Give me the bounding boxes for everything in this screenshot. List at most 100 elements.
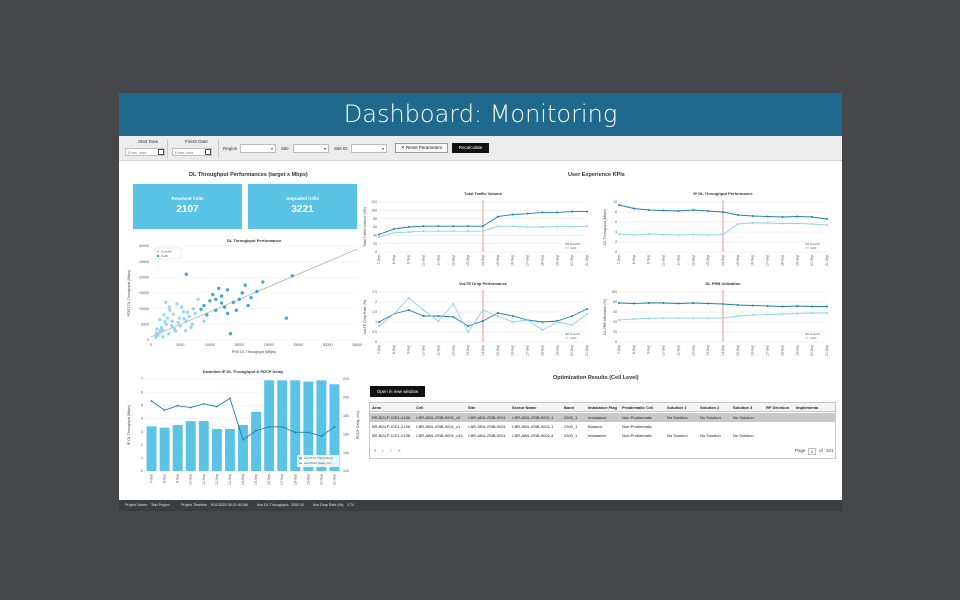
data-point xyxy=(811,312,814,314)
next-page-button[interactable]: › xyxy=(390,448,392,453)
legend-box xyxy=(154,247,182,260)
data-point xyxy=(307,431,310,434)
table-cell: BR-BGLP-ICE1-0198 xyxy=(372,424,411,429)
table-cell: Sector Name xyxy=(512,405,537,410)
table-cell: Imbalance xyxy=(588,433,607,438)
scatter-point xyxy=(168,308,172,312)
chart-title: Total Traffic Volume xyxy=(464,191,502,196)
data-point xyxy=(333,425,336,428)
bar-line-chart: Downlink IP DL Throughput & PDCP Delay 0 1… xyxy=(127,369,360,485)
prev-page-button[interactable]: ‹ xyxy=(382,448,384,453)
data-point xyxy=(320,435,323,437)
data-point xyxy=(677,317,680,319)
y-tick-label: 4 xyxy=(615,230,617,234)
bar xyxy=(251,411,262,471)
legend-label: Downlift xyxy=(161,250,172,254)
site-id-select[interactable]: ▾ xyxy=(351,144,387,153)
region-select[interactable]: ▾ xyxy=(240,144,276,153)
data-point xyxy=(437,315,440,317)
data-point xyxy=(586,308,588,310)
x-tick-label: 15-Sep xyxy=(736,345,740,356)
y-tick-label: 60 xyxy=(373,225,377,229)
data-point xyxy=(751,222,754,224)
x-tick-label: 18-Sep xyxy=(540,255,544,266)
data-point xyxy=(482,230,484,233)
table-cell: I-BR-ABIL-ENB-9001 xyxy=(468,415,506,420)
data-point xyxy=(496,215,499,218)
x-tick-label: 0 xyxy=(150,343,152,347)
calendar-icon[interactable] xyxy=(158,149,164,155)
x-tick-label: 8-Sep xyxy=(632,345,636,354)
scatter-point xyxy=(234,308,239,312)
x-tick-label: 12-Sep xyxy=(215,474,219,485)
x-tick-label: 21-Sep xyxy=(585,255,589,266)
data-point xyxy=(632,318,635,320)
x-tick-label: 16-Sep xyxy=(511,255,515,266)
x-tick-label: 17-Sep xyxy=(280,474,284,485)
x-tick-label: 7-Sep xyxy=(150,474,154,483)
x-tick-label: 12-Sep xyxy=(691,345,695,356)
data-point xyxy=(586,225,588,228)
finish-date-input[interactable]: Enter date xyxy=(172,148,212,156)
project-name-label: Project Name: xyxy=(125,503,148,507)
x-tick-label: 14-Sep xyxy=(721,255,725,266)
x-tick-label: 20-Sep xyxy=(319,474,323,485)
x-tick-label: 18-Sep xyxy=(293,474,297,485)
recalculate-button[interactable]: Recalculate xyxy=(452,143,489,153)
legend-label: Uplift xyxy=(570,336,577,340)
site-select[interactable]: ▾ xyxy=(293,144,329,153)
data-point xyxy=(541,226,544,228)
open-new-window-button[interactable]: Open in new window xyxy=(370,386,425,397)
x-tick-label: 14-Sep xyxy=(241,474,245,485)
data-point xyxy=(707,234,710,236)
filter-bar: Start Date Enter date Finish Date Enter … xyxy=(119,136,842,161)
x-tick-label: 10-Sep xyxy=(422,255,426,266)
table-cell xyxy=(731,422,764,431)
scatter-point xyxy=(165,316,170,320)
x-tick-label: 21-Sep xyxy=(332,474,336,485)
last-page-button[interactable]: » xyxy=(398,448,401,453)
x-tick-label: 19-Sep xyxy=(795,345,799,356)
resolved-cells-value: 2107 xyxy=(176,204,199,215)
x-tick-label: 12-Sep xyxy=(691,255,695,266)
y-tick-label: 6 xyxy=(141,390,143,394)
y-axis-label: VoLTE Drop Rate (%) xyxy=(363,300,367,335)
x-tick-label: 11-Sep xyxy=(676,255,680,266)
legend-box xyxy=(297,455,339,467)
start-date-input[interactable]: Enter date xyxy=(125,148,165,156)
table-header[interactable]: Area Cell Site Sector Name Band Imbalance Fla… xyxy=(370,403,835,412)
y2-tick-label: 120 xyxy=(343,469,349,473)
data-point xyxy=(766,305,769,307)
table-row[interactable]: BR-BGLP-ICE1-0198 I-BR-ABIL-ENB-9001_c1 I-… xyxy=(370,422,835,431)
x-tick-label: 7-Sep xyxy=(617,255,621,264)
x-tick-label: 8-Sep xyxy=(163,474,167,483)
scatter-point xyxy=(166,332,171,336)
table-cell: Solution 2 xyxy=(700,405,720,410)
reset-parameters-button[interactable]: ✕ Reset Parameters xyxy=(395,143,448,153)
scatter-point xyxy=(219,301,224,305)
table-cell: Band xyxy=(564,405,574,410)
bar xyxy=(238,425,248,471)
degraded-cells-label: Degraded Cells xyxy=(286,196,319,201)
legend-label: Downlift xyxy=(810,332,820,336)
first-page-button[interactable]: « xyxy=(374,448,377,453)
data-point xyxy=(407,297,410,299)
y-tick-label: 0.5 xyxy=(372,330,377,334)
data-point xyxy=(766,313,769,316)
scatter-point xyxy=(155,327,159,331)
reset-label: Reset Parameters xyxy=(405,145,443,150)
table-row[interactable]: BR-BGLP-ICE1-0198 I-BR-ABIL-ENB-9001_c0 I-… xyxy=(370,413,835,422)
x-tick-label: 15-Sep xyxy=(254,474,258,485)
table-cell: Imbalance Flag xyxy=(588,405,617,410)
chevron-down-icon: ▾ xyxy=(323,146,326,151)
page-number-input[interactable]: 1 xyxy=(808,448,816,455)
x-tick-label: 11-Sep xyxy=(202,474,206,485)
data-point xyxy=(467,325,470,327)
volte-drop-chart: VoLTE Drop Performance 0 0.5 1 1.5 2 2.5 VoLTE … xyxy=(363,281,589,356)
table-cell: Non-Problematic xyxy=(622,433,652,438)
data-point xyxy=(242,438,244,441)
table-row[interactable]: BR-BGLP-ICE1-0198 I-BR-ABIL-ENB-9001_c13 I… xyxy=(370,431,835,440)
data-point xyxy=(662,209,665,212)
calendar-icon[interactable] xyxy=(205,149,211,155)
data-point xyxy=(255,429,257,432)
